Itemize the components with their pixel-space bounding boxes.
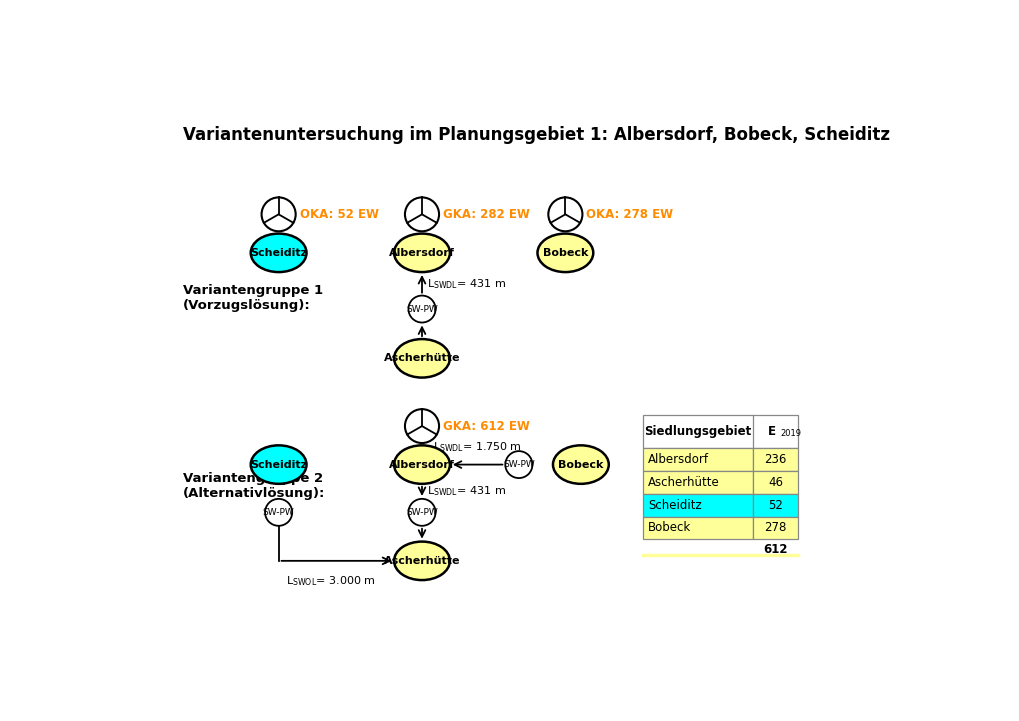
Text: Bobeck: Bobeck — [542, 248, 588, 258]
Ellipse shape — [552, 446, 608, 484]
Text: Albersdorf: Albersdorf — [388, 459, 454, 469]
Text: Bobeck: Bobeck — [648, 521, 691, 534]
Text: Siedlungsgebiet: Siedlungsgebiet — [644, 425, 751, 438]
Circle shape — [504, 451, 532, 478]
Bar — [752, 471, 797, 494]
Text: L$_{\rm SWDL}$= 431 m: L$_{\rm SWDL}$= 431 m — [426, 277, 505, 291]
Bar — [752, 494, 797, 516]
Ellipse shape — [251, 234, 307, 272]
Circle shape — [265, 499, 291, 526]
Text: SW-PW: SW-PW — [406, 304, 437, 314]
Text: 52: 52 — [767, 499, 782, 512]
Text: GKA: 282 EW: GKA: 282 EW — [442, 208, 529, 221]
Text: Ascherhütte: Ascherhütte — [383, 353, 460, 363]
Bar — [752, 516, 797, 539]
Bar — [642, 516, 752, 539]
Ellipse shape — [393, 234, 449, 272]
Text: L$_{\rm SWOL}$= 3.000 m: L$_{\rm SWOL}$= 3.000 m — [286, 574, 376, 588]
Text: L$_{\rm SWDL}$= 431 m: L$_{\rm SWDL}$= 431 m — [426, 485, 505, 498]
Ellipse shape — [393, 446, 449, 484]
Text: SW-PW: SW-PW — [263, 508, 294, 517]
Text: Variantenuntersuchung im Planungsgebiet 1: Albersdorf, Bobeck, Scheiditz: Variantenuntersuchung im Planungsgebiet … — [183, 125, 890, 143]
Text: Albersdorf: Albersdorf — [648, 454, 708, 466]
Circle shape — [408, 296, 435, 322]
Text: Scheiditz: Scheiditz — [250, 248, 307, 258]
Text: Bobeck: Bobeck — [557, 459, 603, 469]
Bar — [642, 415, 797, 448]
Text: L$_{\rm SWDL}$= 1.750 m: L$_{\rm SWDL}$= 1.750 m — [433, 440, 522, 454]
Text: Ascherhütte: Ascherhütte — [648, 476, 719, 489]
Ellipse shape — [251, 446, 307, 484]
Text: Scheiditz: Scheiditz — [648, 499, 701, 512]
Text: GKA: 612 EW: GKA: 612 EW — [442, 420, 529, 433]
Text: 46: 46 — [767, 476, 783, 489]
Ellipse shape — [393, 339, 449, 378]
Ellipse shape — [393, 541, 449, 580]
Bar — [642, 494, 752, 516]
Text: Variantengruppe 1
(Vorzugslösung):: Variantengruppe 1 (Vorzugslösung): — [183, 283, 323, 311]
Text: 278: 278 — [763, 521, 786, 534]
Text: OKA: 278 EW: OKA: 278 EW — [586, 208, 673, 221]
Text: SW-PW: SW-PW — [502, 460, 534, 469]
Circle shape — [408, 499, 435, 526]
Text: Ascherhütte: Ascherhütte — [383, 556, 460, 566]
Text: 236: 236 — [763, 454, 786, 466]
Text: 2019: 2019 — [781, 429, 801, 438]
Text: OKA: 52 EW: OKA: 52 EW — [300, 208, 378, 221]
Ellipse shape — [537, 234, 593, 272]
Bar — [752, 448, 797, 471]
Text: Scheiditz: Scheiditz — [250, 459, 307, 469]
Text: 612: 612 — [762, 543, 787, 556]
Text: Variantengruppe 2
(Alternativlösung):: Variantengruppe 2 (Alternativlösung): — [183, 472, 325, 500]
Text: SW-PW: SW-PW — [406, 508, 437, 517]
Bar — [642, 448, 752, 471]
Text: Albersdorf: Albersdorf — [388, 248, 454, 258]
Text: E: E — [766, 425, 774, 438]
Bar — [642, 471, 752, 494]
